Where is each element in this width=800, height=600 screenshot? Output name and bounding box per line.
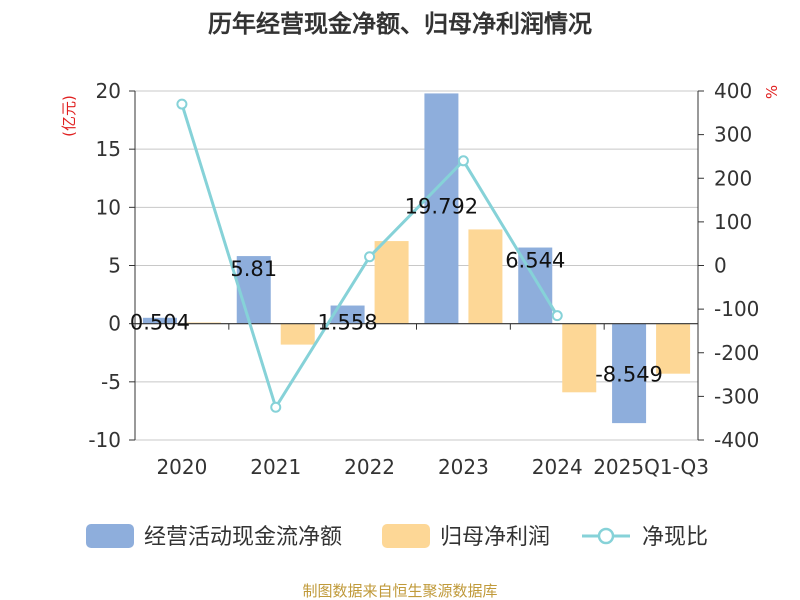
data-label-cash-flow: 1.558: [318, 311, 378, 335]
y2-tick-label: -300: [714, 384, 759, 408]
ratio-point: [457, 155, 469, 167]
data-label-cash-flow: 5.81: [230, 257, 277, 281]
y2-tick-label: 100: [714, 210, 752, 234]
legend-label-cash: 经营活动现金流净额: [144, 525, 342, 550]
legend-item-profit[interactable]: 归母净利润: [382, 524, 550, 550]
bar-net-profit: [562, 323, 597, 393]
bar-net-profit: [280, 323, 315, 345]
legend-item-cash[interactable]: 经营活动现金流净额: [86, 524, 342, 550]
y-axis-unit-label: (亿元): [60, 95, 78, 137]
data-label-cash-flow: 19.792: [405, 194, 478, 218]
bar-net-profit: [468, 229, 503, 324]
ratio-line: [176, 98, 563, 413]
y2-tick-label: 200: [714, 166, 752, 190]
x-tick-label: 2023: [438, 455, 489, 479]
legend-swatch-profit: [382, 524, 430, 548]
x-tick-label: 2022: [344, 455, 395, 479]
x-tick-label: 2025Q1-Q3: [593, 455, 709, 479]
bars: [142, 93, 691, 424]
y2-tick-label: 300: [714, 123, 752, 147]
y-tick-label: 5: [108, 254, 121, 278]
x-tick-label: 2024: [532, 455, 583, 479]
y2-tick-label: -100: [714, 297, 759, 321]
legend-item-ratio[interactable]: 净现比: [582, 525, 708, 550]
bar-cash-flow: [612, 323, 647, 424]
bar-cash-flow: [424, 93, 459, 324]
ratio-point: [176, 98, 188, 110]
y-tick-label: 0: [108, 312, 121, 336]
y-tick-label: -5: [101, 370, 121, 394]
data-label-cash-flow: 0.504: [130, 311, 190, 335]
x-tick-label: 2020: [156, 455, 207, 479]
bar-net-profit: [656, 323, 691, 374]
data-label-cash-flow: 6.544: [505, 249, 565, 273]
source-note: 制图数据来自恒生聚源数据库: [302, 582, 497, 600]
x-tick-label: 2021: [250, 455, 301, 479]
bar-cash-flow: [236, 256, 271, 324]
y2-axis-unit-label: %: [763, 85, 781, 99]
ratio-point: [364, 251, 376, 263]
y2-tick-label: 400: [714, 79, 752, 103]
bar-cash-flow: [330, 305, 365, 324]
ratio-point: [270, 401, 282, 413]
y2-tick-label: -200: [714, 341, 759, 365]
axes: -10 -5 0 5 10 15 20 -400 -300 -200 -100 0 100 200 300 4…: [88, 79, 759, 479]
bar-cash-flow: [142, 317, 177, 324]
legend-label-profit: 归母净利润: [440, 525, 550, 550]
chart-title: 历年经营现金净额、归母净利润情况: [208, 10, 592, 38]
y-tick-label: 15: [96, 137, 121, 161]
legend-label-ratio: 净现比: [642, 525, 708, 550]
data-labels: 0.504 5.81 1.558 19.792 6.544 -8.549: [130, 194, 663, 386]
legend-swatch-cash: [86, 524, 134, 548]
data-label-cash-flow: -8.549: [595, 362, 663, 386]
bar-net-profit: [374, 241, 409, 324]
legend: 经营活动现金流净额 归母净利润 净现比: [86, 524, 708, 550]
ratio-point: [551, 310, 563, 322]
y-tick-label: 20: [96, 79, 121, 103]
y2-tick-label: -400: [714, 428, 759, 452]
legend-swatch-ratio-marker: [597, 527, 615, 545]
y-tick-label: 10: [96, 195, 121, 219]
y-tick-label: -10: [88, 428, 121, 452]
y2-tick-label: 0: [714, 254, 727, 278]
